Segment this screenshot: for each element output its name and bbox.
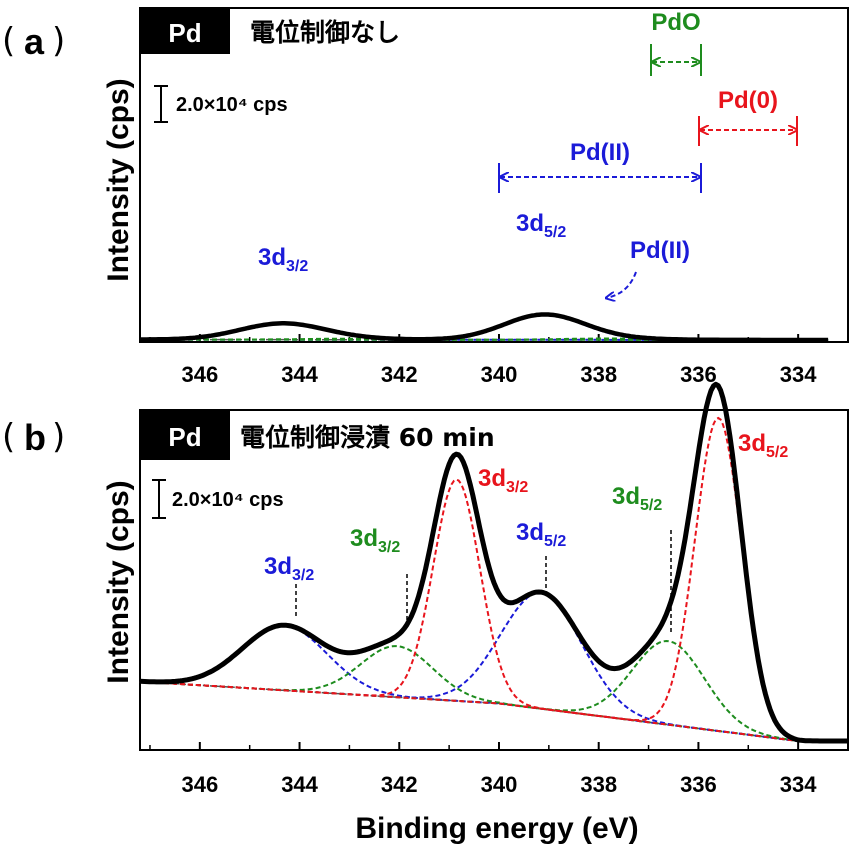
- x-tick-label: 346: [181, 772, 218, 797]
- panel-a-scale-text: 2.0×10⁴ cps: [176, 94, 288, 116]
- panel-a-peak-label-3d52: 3d5/2: [516, 210, 566, 241]
- x-tick-label: 346: [181, 362, 218, 387]
- panel-b-scale-text: 2.0×10⁴ cps: [172, 489, 284, 511]
- panel-a-label: a: [24, 21, 45, 62]
- x-tick-label: 344: [281, 362, 318, 387]
- panel-b-pdo-3d32-label: 3d3/2: [350, 525, 400, 556]
- component-curve-pdo-3d3-2: [139, 645, 848, 742]
- component-curve-pd0-3d5-2: [139, 416, 848, 742]
- panel-a-pd2-arrow-label: Pd(II): [630, 237, 690, 264]
- panel-b-pd2-3d32-label: 3d3/2: [264, 553, 314, 584]
- x-tick-label: 334: [780, 362, 817, 387]
- x-tick-label: 334: [780, 772, 817, 797]
- panel-b-scale-bar: 2.0×10⁴ cps: [152, 479, 284, 519]
- panel-b-pd0-3d52-label: 3d5/2: [738, 430, 788, 461]
- panel-b-label: b: [24, 417, 46, 458]
- panel-b-condition: 電位制御浸漬 60 min: [240, 423, 495, 452]
- panel-b-frame: [139, 409, 849, 751]
- panel-a-x-ticks: 346 344 342 340 338 336 334: [149, 334, 849, 387]
- background-line: [139, 680, 848, 742]
- panel-b-pdo-3d52-label: 3d5/2: [612, 483, 662, 514]
- panel-a-pd2-range-label: Pd(II): [570, 139, 630, 166]
- panel-b-pd0-3d32-label: 3d3/2: [478, 465, 528, 496]
- component-curve-pdo-3d5-2: [140, 337, 829, 341]
- panel-a-sample-box: [140, 8, 230, 54]
- x-tick-label: 340: [481, 772, 518, 797]
- panel-a-condition: 電位制御なし: [250, 18, 400, 47]
- panel-b-sample: Pd: [168, 422, 201, 452]
- panel-a-peak-label-3d32: 3d3/2: [258, 244, 308, 275]
- envelope-curve: [139, 381, 849, 744]
- component-curve-pdii-3d5-2: [139, 591, 848, 742]
- panel-b-y-axis-label: Intensity (cps): [102, 480, 135, 683]
- panel-a-paren-open: (: [2, 21, 15, 61]
- x-tick-label: 344: [281, 772, 318, 797]
- x-tick-label: 336: [680, 362, 717, 387]
- envelope-curve: [140, 312, 829, 343]
- panel-a-pdo-label: PdO: [651, 9, 700, 36]
- x-tick-label: 336: [680, 772, 717, 797]
- panel-b-x-ticks: 346 344 342 340 338 336 334: [149, 742, 849, 797]
- panel-a-pd2-curved-arrow: [606, 271, 637, 298]
- panel-a-y-axis-label: Intensity (cps): [102, 78, 135, 281]
- x-tick-label: 338: [580, 772, 617, 797]
- panel-b-pd2-3d52-label: 3d5/2: [516, 519, 566, 550]
- component-curve-pdo-3d5-2: [139, 639, 848, 742]
- panel-b-curves: [139, 381, 849, 744]
- panel-b-sample-box: [140, 410, 230, 460]
- panel-a-scale-bar: 2.0×10⁴ cps: [154, 85, 288, 123]
- panel-b-paren-close: ): [52, 417, 65, 457]
- panel-a-frame: [139, 7, 849, 343]
- x-tick-label: 342: [381, 362, 418, 387]
- x-tick-label: 340: [481, 362, 518, 387]
- panel-a: 346 344 342 340 338 336 334 ( a ) Pd 電位制御なし 2.…: [2, 7, 849, 387]
- x-tick-label: 342: [381, 772, 418, 797]
- panel-b-paren-open: (: [2, 417, 15, 457]
- panel-b: 346 344 342 340 338 336 334 ( b ) Pd 電位制御浸漬 60…: [2, 381, 849, 797]
- panel-a-pd0-label: Pd(0): [718, 87, 778, 114]
- panel-a-sample: Pd: [168, 18, 201, 48]
- panel-a-paren-close: ): [52, 21, 65, 61]
- x-axis-label: Binding energy (eV): [355, 812, 638, 845]
- x-tick-label: 338: [580, 362, 617, 387]
- panel-a-curves: [139, 312, 829, 343]
